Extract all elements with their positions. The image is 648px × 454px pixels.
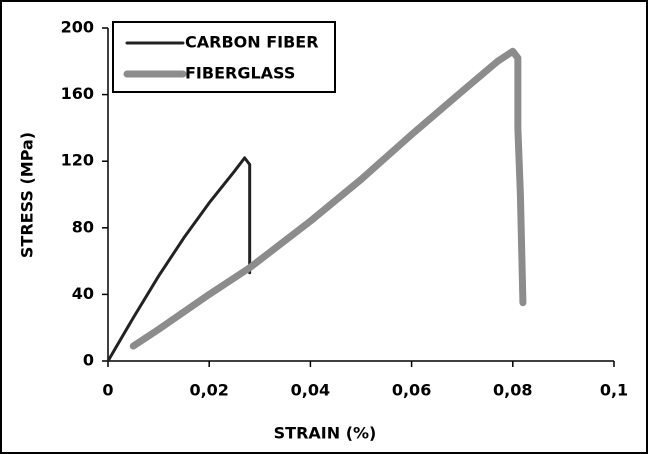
x-tick-label: 0,02 [189, 381, 228, 400]
series-line [129, 47, 527, 350]
y-axis-title: STRESS (MPa) [18, 132, 37, 258]
x-tick-label: 0,06 [392, 381, 431, 400]
x-axis-title: STRAIN (%) [274, 424, 377, 443]
legend-label: FIBERGLASS [185, 64, 295, 83]
legend-label: CARBON FIBER [185, 33, 319, 52]
x-tick-label: 0,08 [493, 381, 532, 400]
x-tick-label: 0 [102, 381, 113, 400]
x-tick-label: 0,1 [600, 381, 628, 400]
y-tick-label: 0 [83, 351, 94, 370]
y-tick-label: 40 [72, 284, 94, 303]
y-tick-label: 80 [72, 217, 94, 236]
y-tick-label: 160 [61, 84, 94, 103]
legend-box [112, 21, 336, 93]
x-tick-label: 0,04 [291, 381, 330, 400]
y-tick-label: 120 [61, 151, 94, 170]
y-tick-label: 200 [61, 18, 94, 37]
series-line [106, 156, 252, 363]
